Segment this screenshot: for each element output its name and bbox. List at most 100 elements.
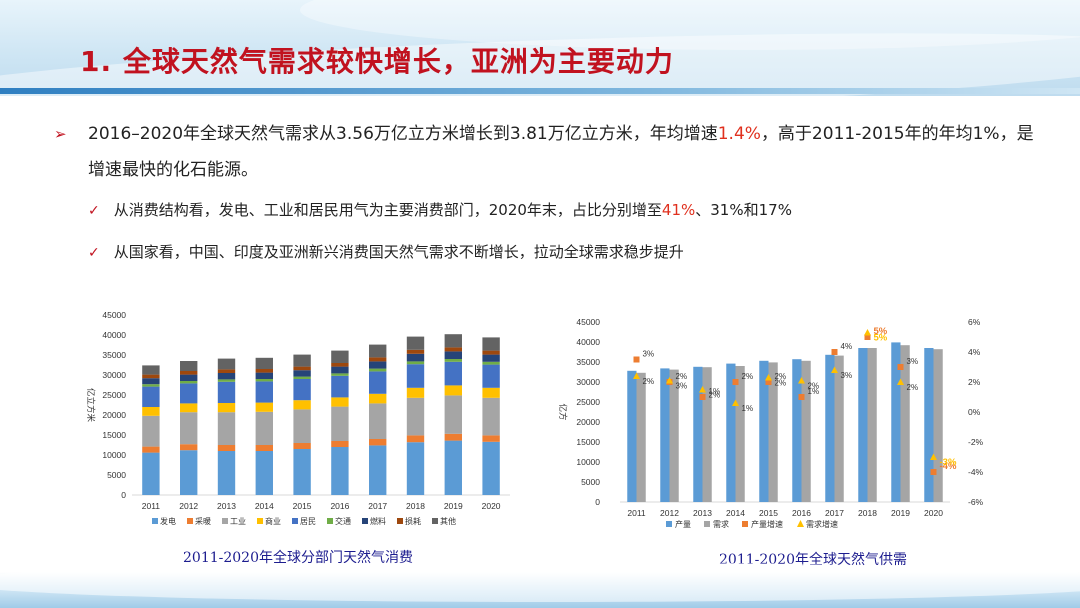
footer-swoosh	[0, 562, 1080, 602]
y-tick-label: 40000	[102, 330, 126, 340]
bar-segment-其他	[331, 350, 349, 363]
x-tick-label: 2020	[924, 508, 943, 518]
growth-label: 2%	[709, 391, 721, 400]
bar-segment-工业	[482, 397, 500, 436]
bar-需求	[900, 345, 910, 502]
bar-需求	[636, 372, 646, 502]
bar-segment-其他	[142, 365, 160, 375]
growth-label: 3%	[643, 350, 655, 359]
y-tick-label: 20000	[576, 417, 600, 427]
sub-bullet-highlight: 41%	[661, 201, 696, 219]
legend-swatch	[397, 518, 403, 524]
bar-segment-商业	[482, 387, 500, 398]
growth-label: 2%	[808, 382, 820, 391]
bar-产量	[660, 368, 670, 502]
bar-segment-交通	[255, 379, 273, 382]
bar-segment-交通	[217, 379, 236, 382]
bar-segment-损耗	[406, 349, 425, 354]
marker-产量增速	[831, 349, 838, 355]
supply-demand-svg: 0 5000 10000 15000 20000 25000 30000 35000 40000…	[557, 317, 984, 529]
bar-segment-燃料	[331, 366, 349, 374]
bar-产量	[825, 354, 835, 502]
bar-segment-其他	[369, 344, 387, 358]
legend-swatch	[742, 521, 748, 527]
bar-需求	[933, 349, 943, 502]
y2-tick-label: -6%	[968, 497, 984, 507]
legend-swatch	[152, 518, 158, 524]
growth-label: 3%	[841, 371, 853, 380]
marker-需求增速	[666, 377, 673, 384]
bar-segment-燃料	[255, 372, 273, 379]
bar-产量	[858, 348, 868, 502]
growth-label: 1%	[742, 404, 754, 413]
y-axis-label: 亿方	[557, 403, 568, 420]
bar-segment-交通	[482, 361, 500, 365]
bar-segment-居民	[293, 379, 311, 401]
legend-label: 需求增速	[806, 519, 838, 529]
legend-swatch	[704, 521, 710, 527]
bar-产量	[726, 363, 736, 502]
growth-label: 5%	[874, 333, 888, 344]
marker-需求增速	[831, 366, 838, 373]
marker-产量增速	[897, 364, 904, 370]
legend-swatch	[327, 518, 333, 524]
bar-segment-商业	[293, 400, 311, 410]
legend-swatch	[797, 520, 804, 527]
bar-segment-采暖	[406, 435, 425, 443]
bar-segment-采暖	[180, 444, 198, 451]
legend-swatch	[222, 518, 228, 524]
bar-segment-工业	[255, 411, 273, 445]
bar-segment-居民	[142, 386, 160, 407]
check-icon: ✓	[88, 245, 100, 261]
marker-需求增速	[897, 378, 904, 385]
growth-label: 3%	[907, 357, 919, 366]
y-tick-label: 20000	[102, 410, 126, 420]
bar-segment-其他	[293, 354, 311, 367]
bar-segment-采暖	[331, 441, 349, 447]
bar-产量	[627, 370, 637, 502]
x-tick-label: 2012	[660, 508, 679, 518]
sub-bullet-text: 、31%和17%	[695, 201, 792, 219]
marker-需求增速	[699, 386, 706, 393]
bar-segment-其他	[406, 336, 425, 350]
bar-segment-采暖	[293, 443, 311, 449]
legend-label: 工业	[230, 516, 246, 526]
y2-tick-label: -2%	[968, 437, 984, 447]
header-band	[0, 0, 1080, 133]
y2-tick-label: 4%	[968, 347, 981, 357]
bar-segment-居民	[369, 371, 387, 394]
legend-label: 其他	[440, 516, 456, 526]
bar-产量	[792, 359, 802, 502]
bar-segment-居民	[180, 383, 198, 404]
bar-segment-工业	[406, 397, 425, 436]
legend-swatch	[432, 518, 438, 524]
bar-segment-发电	[293, 449, 311, 495]
footer-band	[0, 562, 1080, 608]
sector-consumption-chart: 0 5000 10000 15000 20000 25000 30000 35000 40000…	[74, 297, 520, 537]
marker-需求增速	[864, 329, 871, 336]
marker-产量增速	[732, 379, 739, 385]
bar-segment-损耗	[255, 369, 273, 373]
y-tick-label: 0	[595, 497, 600, 507]
bar-segment-损耗	[293, 366, 311, 371]
growth-label: 1%	[808, 387, 820, 396]
x-tick-label: 2012	[179, 501, 198, 511]
x-tick-label: 2014	[255, 501, 274, 511]
marker-产量增速	[864, 334, 871, 340]
bar-segment-居民	[217, 381, 236, 403]
bar-segment-居民	[444, 361, 462, 386]
page-title: 1. 全球天然气需求较快增长，亚洲为主要动力	[80, 45, 674, 78]
bar-segment-工业	[293, 409, 311, 443]
legend-label: 损耗	[405, 516, 421, 526]
bar-segment-发电	[331, 447, 349, 495]
growth-label: 2%	[775, 379, 787, 388]
x-tick-label: 2011	[627, 508, 646, 518]
bar-需求	[834, 355, 844, 502]
y-tick-label: 0	[121, 490, 126, 500]
bar-segment-其他	[217, 358, 236, 370]
bar-segment-其他	[180, 361, 198, 371]
bar-需求	[735, 366, 745, 502]
legend-swatch	[257, 518, 263, 524]
bar-segment-商业	[180, 403, 198, 413]
bar-需求	[702, 367, 712, 502]
